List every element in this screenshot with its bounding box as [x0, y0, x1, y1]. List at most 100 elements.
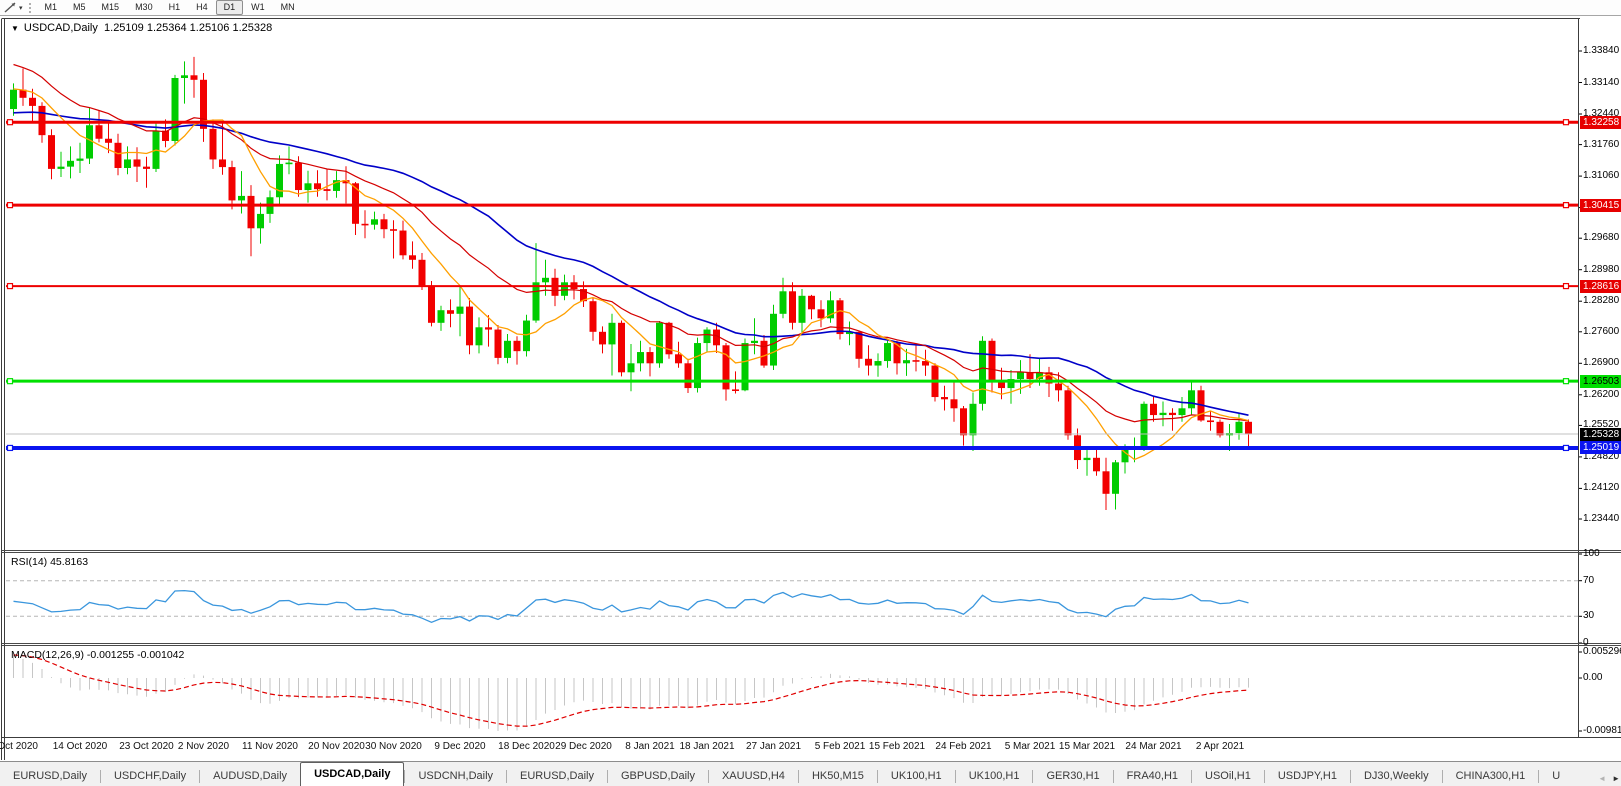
- date-label: 24 Mar 2021: [1125, 741, 1182, 752]
- symbol-tab-dj30-weekly[interactable]: DJ30,Weekly: [1363, 770, 1429, 782]
- price-line-label: 1.28616: [1580, 279, 1621, 293]
- tab-scroll-left-icon[interactable]: ◄: [1598, 774, 1607, 783]
- tab-separator: [404, 770, 406, 783]
- symbol-tab-ger30-h1[interactable]: GER30,H1: [1046, 770, 1100, 782]
- chart-title-symbol: USDCAD,Daily: [23, 22, 98, 34]
- timeframe-button-m15[interactable]: M15: [101, 2, 120, 12]
- price-tick-label: 1.26900: [1583, 357, 1620, 369]
- date-label: 29 Dec 2020: [555, 741, 612, 752]
- timeframe-button-m5[interactable]: M5: [73, 2, 86, 12]
- date-label: 18 Jan 2021: [679, 741, 735, 752]
- symbol-tab-audusd-daily[interactable]: AUDUSD,Daily: [213, 770, 288, 782]
- price-tick-label: 1.23440: [1583, 513, 1620, 524]
- date-label: 20 Nov 2020: [308, 741, 365, 752]
- date-label: 11 Nov 2020: [242, 741, 298, 752]
- collapse-arrow-icon[interactable]: ▼: [11, 24, 19, 33]
- tab-scroll-right-icon[interactable]: ►: [1612, 774, 1620, 783]
- tab-scroll-arrows: ◄ ►: [1594, 774, 1620, 783]
- symbol-tab-usdcad-daily[interactable]: USDCAD,Daily: [300, 762, 405, 786]
- date-label: 5 Feb 2021: [814, 741, 866, 752]
- symbol-tab-gbpusd-daily[interactable]: GBPUSD,Daily: [621, 770, 695, 782]
- chart-title: ▼ USDCAD,Daily 1.25109 1.25364 1.25106 1.…: [11, 22, 272, 34]
- timeframe-button-h4[interactable]: H4: [196, 2, 208, 12]
- price-chart-canvas[interactable]: [0, 16, 1621, 761]
- rsi-tick-label: 70: [1583, 574, 1595, 586]
- symbol-tab-usdchf-daily[interactable]: USDCHF,Daily: [113, 770, 187, 782]
- date-label: 15 Feb 2021: [868, 741, 926, 752]
- symbol-tab-hk50-m15[interactable]: HK50,M15: [811, 770, 864, 782]
- tab-separator: [1441, 770, 1443, 783]
- price-tick-label: 1.33140: [1583, 76, 1620, 88]
- symbol-tab-usoil-h1[interactable]: USOil,H1: [1205, 770, 1251, 782]
- symbol-tab-china300-h1[interactable]: CHINA300,H1: [1455, 770, 1526, 782]
- price-tick-label: 1.27600: [1583, 325, 1620, 337]
- symbol-tab-usdjpy-h1[interactable]: USDJPY,H1: [1277, 770, 1337, 782]
- macd-tick-label: 0.00: [1583, 672, 1603, 683]
- symbol-tab-uk100-h1[interactable]: UK100,H1: [890, 770, 942, 782]
- price-line-label: 1.26503: [1580, 374, 1621, 388]
- tab-separator: [954, 770, 956, 783]
- tab-separator: [1112, 770, 1114, 783]
- symbol-tab-fra40-h1[interactable]: FRA40,H1: [1126, 770, 1179, 782]
- timeframe-button-w1[interactable]: W1: [251, 2, 265, 12]
- price-tick-label: 1.29680: [1583, 232, 1620, 244]
- price-tick-label: 1.28980: [1583, 263, 1620, 275]
- chart-title-ohlc: 1.25109 1.25364 1.25106 1.25328: [104, 22, 273, 34]
- line-studies-icon[interactable]: [4, 2, 17, 13]
- rsi-tick-label: 0: [1583, 637, 1589, 648]
- rsi-tick-label: 100: [1583, 548, 1600, 559]
- symbol-tab-u[interactable]: U: [1552, 770, 1561, 782]
- symbol-tab-eurusd-daily[interactable]: EURUSD,Daily: [13, 770, 87, 782]
- price-line-label: 1.32258: [1580, 115, 1621, 129]
- chart-toolbar: ▾ M1 M5 M15 M30 H1 H4 D1 W1 MN: [0, 0, 1621, 16]
- date-label: 14 Oct 2020: [52, 741, 108, 752]
- symbol-tab-xauusd-h4[interactable]: XAUUSD,H4: [721, 770, 785, 782]
- toolbar-grip: [28, 2, 31, 13]
- date-label: 15 Mar 2021: [1058, 741, 1116, 752]
- price-tick-label: 1.32440: [1583, 108, 1620, 119]
- tab-separator: [99, 770, 101, 783]
- price-tick-label: 1.24820: [1583, 450, 1620, 462]
- tab-separator: [797, 770, 799, 783]
- symbol-tab-uk100-h1[interactable]: UK100,H1: [968, 770, 1020, 782]
- date-label: 2 Apr 2021: [1195, 741, 1245, 752]
- date-label: 27 Jan 2021: [745, 741, 802, 752]
- tab-separator: [1263, 770, 1265, 783]
- timeframe-button-m30[interactable]: M30: [135, 2, 153, 12]
- date-label: 23 Oct 2020: [119, 741, 174, 752]
- current-price-label: 1.25328: [1580, 427, 1621, 441]
- macd-label: MACD(12,26,9) -0.001255 -0.001042: [11, 649, 185, 661]
- symbol-tab-usdcnh-daily[interactable]: USDCNH,Daily: [418, 770, 494, 782]
- macd-tick-label: -0.009816: [1583, 725, 1621, 736]
- price-tick-label: 1.33840: [1583, 45, 1620, 56]
- price-tick-label: 1.31060: [1583, 170, 1620, 182]
- tab-separator: [1349, 770, 1351, 783]
- tab-separator: [506, 770, 508, 783]
- timeframe-buttons: M1 M5 M15 M30 H1 H4 D1 W1 MN: [37, 0, 303, 15]
- rsi-tick-label: 30: [1583, 610, 1595, 622]
- tab-separator: [1538, 770, 1540, 783]
- date-label: 18 Dec 2020: [498, 741, 555, 752]
- timeframe-button-d1[interactable]: D1: [215, 0, 244, 15]
- dropdown-caret-icon[interactable]: ▾: [19, 4, 23, 12]
- tab-separator: [876, 770, 878, 783]
- price-tick-label: 1.24120: [1583, 482, 1620, 494]
- tab-separator: [1032, 770, 1034, 783]
- date-label: 9 Dec 2020: [434, 741, 486, 752]
- tab-separator: [1191, 770, 1193, 783]
- date-label: 5 Mar 2021: [1004, 741, 1056, 752]
- timeframe-button-mn[interactable]: MN: [280, 2, 295, 12]
- rsi-label: RSI(14) 45.8163: [11, 556, 89, 568]
- symbol-tab-bar: EURUSD,Daily USDCHF,Daily AUDUSD,Daily USDC…: [0, 761, 1621, 786]
- date-label: 5 Oct 2020: [0, 741, 38, 752]
- chart-window: ▼ USDCAD,Daily 1.25109 1.25364 1.25106 1.…: [0, 16, 1621, 761]
- symbol-tab-eurusd-daily[interactable]: EURUSD,Daily: [520, 770, 594, 782]
- timeframe-button-h1[interactable]: H1: [168, 2, 181, 12]
- date-label: 24 Feb 2021: [935, 741, 992, 752]
- macd-tick-label: 0.005296: [1583, 646, 1621, 657]
- tab-separator: [199, 770, 201, 783]
- tab-separator: [707, 770, 709, 783]
- timeframe-button-m1[interactable]: M1: [44, 2, 58, 12]
- price-tick-label: 1.26200: [1583, 388, 1620, 400]
